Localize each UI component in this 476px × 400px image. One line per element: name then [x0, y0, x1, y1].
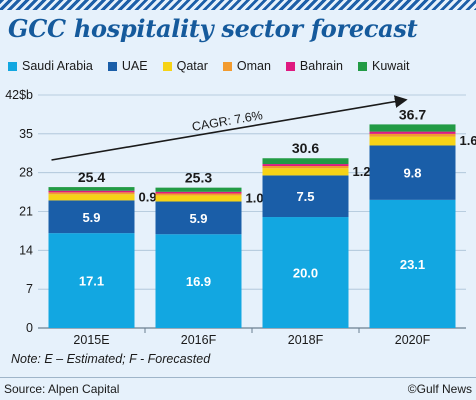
legend-swatch [162, 61, 172, 71]
bar-segment-oman [48, 192, 135, 195]
x-tick-label: 2016F [181, 333, 217, 347]
credit-text: ©Gulf News [407, 382, 472, 396]
segment-value-label: 7.5 [296, 189, 314, 204]
bar-segment-qatar [155, 195, 242, 202]
source-text: Source: Alpen Capital [4, 382, 120, 396]
bar-segment-uae [155, 201, 242, 235]
y-tick-label: 21 [19, 205, 33, 219]
bar-segment-bahrain [48, 190, 135, 193]
y-tick-label: 0 [26, 321, 33, 335]
bar-segment-uae [262, 175, 349, 218]
legend-label: Qatar [176, 59, 208, 73]
chart-footnote: Note: E – Estimated; F - Forecasted [11, 352, 211, 366]
legend-label: Kuwait [372, 59, 410, 73]
bar-segment-oman [369, 133, 456, 137]
bar-segment-kuwait [369, 124, 456, 132]
legend-label: UAE [121, 59, 148, 73]
bar-segment-oman [155, 193, 242, 196]
total-value-label: 25.4 [78, 169, 105, 185]
cagr-trend-arrow [51, 95, 408, 161]
bar-segment-kuwait [48, 187, 135, 191]
chart-legend: Saudi Arabia UAE Qatar Oman Bahrain Kuwait [8, 58, 425, 74]
legend-item-oman: Oman [222, 59, 271, 73]
side-value-label: 1.2 [353, 164, 371, 179]
y-tick-label: 35 [19, 127, 33, 141]
segment-value-label: 9.8 [403, 166, 421, 181]
segment-value-label: 17.1 [79, 274, 104, 289]
bar-segment-uae [48, 200, 135, 234]
x-tick-label: 2015E [73, 333, 109, 347]
bar-segment-saudi-arabia [369, 199, 456, 328]
bar-segment-bahrain [155, 191, 242, 194]
bar-segment-qatar [262, 168, 349, 176]
x-tick-label: 2020F [395, 333, 431, 347]
bar-segment-qatar [369, 136, 456, 146]
legend-swatch [222, 61, 232, 71]
total-value-label: 36.7 [399, 106, 426, 122]
segment-value-label: 5.9 [82, 210, 100, 225]
y-tick-label: 7 [26, 282, 33, 296]
side-value-label: 1.0 [246, 190, 264, 205]
side-value-label: 1.6 [460, 133, 476, 148]
bar-segment-oman [262, 166, 349, 169]
bar-segment-kuwait [155, 187, 242, 192]
bar-segment-bahrain [262, 164, 349, 167]
bar-segment-saudi-arabia [48, 233, 135, 328]
segment-value-label: 23.1 [400, 257, 425, 272]
y-tick-label: 14 [19, 243, 33, 257]
bar-segment-uae [369, 145, 456, 200]
total-value-label: 25.3 [185, 170, 212, 186]
legend-label: Bahrain [299, 59, 343, 73]
legend-item-kuwait: Kuwait [358, 59, 410, 73]
segment-value-label: 5.9 [189, 211, 207, 226]
legend-swatch [285, 61, 295, 71]
bar-segment-saudi-arabia [155, 234, 242, 328]
legend-label: Oman [236, 59, 271, 73]
x-tick-label: 2018F [288, 333, 324, 347]
segment-value-label: 16.9 [186, 274, 211, 289]
bar-segment-kuwait [262, 158, 349, 165]
total-value-label: 30.6 [292, 140, 319, 156]
legend-swatch [358, 61, 367, 71]
legend-item-saudi-arabia: Saudi Arabia [8, 59, 93, 73]
side-value-label: 0.9 [139, 189, 157, 204]
bar-segment-qatar [48, 194, 135, 201]
legend-item-qatar: Qatar [162, 59, 208, 73]
y-tick-label: 42$b [5, 88, 33, 102]
footer-divider [0, 377, 476, 378]
legend-label: Saudi Arabia [22, 59, 93, 73]
bar-segment-saudi-arabia [262, 217, 349, 328]
chart-title: GCC hospitality sector forecast [8, 14, 418, 43]
legend-swatch [8, 61, 17, 71]
top-stripe-decoration [0, 0, 476, 10]
legend-item-uae: UAE [107, 59, 148, 73]
bar-segment-bahrain [369, 131, 456, 134]
legend-item-bahrain: Bahrain [285, 59, 343, 73]
legend-swatch [107, 61, 117, 71]
y-tick-label: 28 [19, 166, 33, 180]
segment-value-label: 20.0 [293, 266, 318, 281]
